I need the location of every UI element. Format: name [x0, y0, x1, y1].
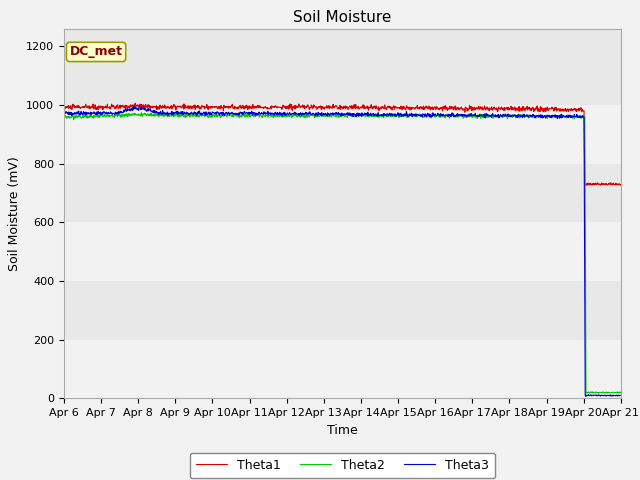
Theta3	[60, 112, 68, 118]
Theta1	[184, 104, 192, 109]
Theta2	[617, 389, 625, 395]
Bar	[64, 340, 621, 398]
Theta3	[131, 103, 139, 109]
Theta3	[246, 110, 254, 116]
Theta3	[429, 110, 437, 116]
Theta2	[429, 111, 437, 117]
Theta2	[170, 110, 178, 116]
Theta3	[171, 110, 179, 116]
Theta2	[551, 113, 559, 119]
Legend: Theta1, Theta2, Theta3: Theta1, Theta2, Theta3	[189, 453, 495, 478]
Theta2	[60, 115, 68, 121]
Y-axis label: Soil Moisture (mV): Soil Moisture (mV)	[8, 156, 20, 271]
Theta2	[502, 114, 509, 120]
Theta2	[246, 114, 254, 120]
X-axis label: Time: Time	[327, 424, 358, 437]
Title: Soil Moisture: Soil Moisture	[293, 10, 392, 25]
Theta1	[171, 103, 179, 109]
Theta1	[131, 100, 139, 106]
Line: Theta2: Theta2	[64, 112, 621, 393]
Theta1	[429, 107, 437, 112]
Text: DC_met: DC_met	[70, 46, 123, 59]
Theta3	[582, 393, 589, 399]
Line: Theta1: Theta1	[64, 103, 621, 185]
Line: Theta3: Theta3	[64, 106, 621, 396]
Theta3	[502, 112, 509, 118]
Theta1	[617, 182, 625, 188]
Theta1	[246, 105, 254, 110]
Theta2	[184, 113, 191, 119]
Bar	[64, 105, 621, 164]
Theta1	[502, 106, 509, 112]
Theta2	[595, 390, 603, 396]
Theta3	[184, 110, 192, 116]
Theta3	[617, 393, 625, 398]
Theta3	[551, 114, 559, 120]
Theta2	[314, 109, 322, 115]
Theta1	[551, 104, 559, 110]
Theta1	[60, 103, 68, 108]
Bar	[64, 222, 621, 281]
